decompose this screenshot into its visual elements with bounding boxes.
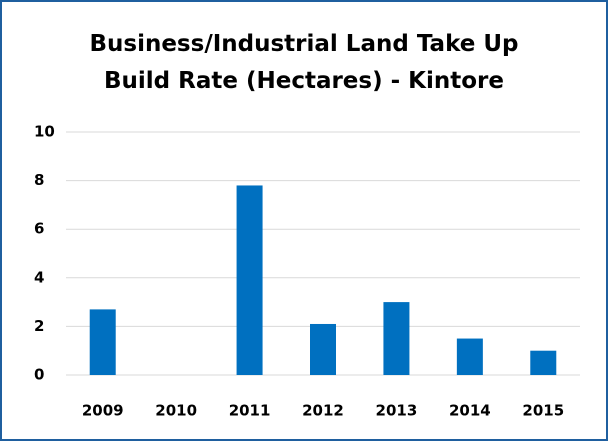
- x-tick-label: 2010: [155, 402, 197, 420]
- x-tick-label: 2011: [229, 402, 271, 420]
- x-tick-label: 2009: [82, 402, 124, 420]
- bar: [236, 185, 263, 375]
- bar: [456, 338, 483, 375]
- x-tick-label: 2015: [522, 402, 564, 420]
- chart-title: Business/Industrial Land Take Up Build R…: [89, 31, 519, 94]
- y-tick-label: 10: [34, 123, 55, 141]
- y-tick-label: 2: [34, 317, 44, 335]
- bar: [310, 323, 336, 375]
- bar: [383, 302, 410, 375]
- bar: [530, 350, 557, 375]
- x-tick-label: 2013: [376, 402, 418, 420]
- bar: [89, 309, 116, 375]
- y-tick-label: 4: [34, 268, 44, 286]
- y-tick-label: 6: [34, 220, 44, 238]
- y-tick-label: 8: [34, 171, 44, 189]
- y-tick-label: 0: [34, 366, 44, 384]
- x-tick-label: 2014: [449, 402, 491, 420]
- x-tick-label: 2012: [302, 402, 344, 420]
